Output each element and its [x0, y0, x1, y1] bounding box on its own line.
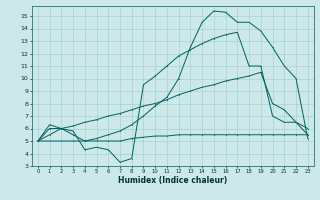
- X-axis label: Humidex (Indice chaleur): Humidex (Indice chaleur): [118, 176, 228, 185]
